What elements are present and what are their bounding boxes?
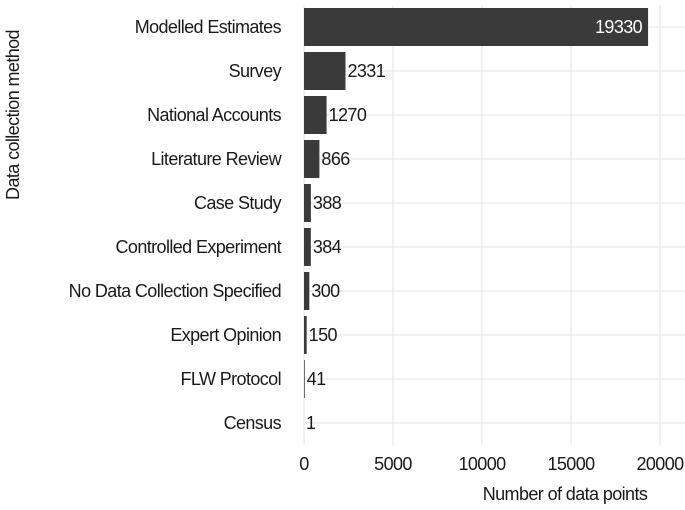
value-label: 300 bbox=[311, 281, 340, 301]
y-tick-label: Expert Opinion bbox=[170, 325, 281, 345]
bar bbox=[304, 184, 311, 222]
value-label: 19330 bbox=[595, 17, 643, 37]
y-tick-label: Modelled Estimates bbox=[135, 17, 282, 37]
y-tick-label: Literature Review bbox=[151, 149, 282, 169]
y-tick-label: Case Study bbox=[194, 193, 282, 213]
value-label: 384 bbox=[313, 237, 342, 257]
y-tick-label: Controlled Experiment bbox=[116, 237, 282, 257]
value-label: 1 bbox=[306, 413, 316, 433]
value-label: 150 bbox=[309, 325, 338, 345]
value-label: 388 bbox=[313, 193, 342, 213]
y-tick-label: National Accounts bbox=[147, 105, 281, 125]
y-tick-label: No Data Collection Specified bbox=[69, 281, 281, 301]
value-label: 41 bbox=[307, 369, 326, 389]
x-tick-label: 15000 bbox=[547, 454, 595, 474]
x-axis-title: Number of data points bbox=[483, 484, 648, 504]
bar bbox=[304, 140, 320, 178]
y-tick-label: Census bbox=[224, 413, 282, 433]
bar bbox=[304, 8, 649, 46]
x-tick-label: 0 bbox=[299, 454, 309, 474]
x-tick-label: 5000 bbox=[374, 454, 412, 474]
bar bbox=[304, 52, 346, 90]
y-axis-title: Data collection method bbox=[3, 30, 23, 200]
value-label: 866 bbox=[321, 149, 350, 169]
y-tick-label: FLW Protocol bbox=[181, 369, 282, 389]
y-tick-label: Survey bbox=[229, 61, 282, 81]
bar bbox=[304, 360, 305, 398]
bar bbox=[304, 96, 327, 134]
value-label: 1270 bbox=[329, 105, 367, 125]
bar bbox=[304, 228, 311, 266]
x-tick-label: 10000 bbox=[458, 454, 506, 474]
x-tick-label: 20000 bbox=[636, 454, 684, 474]
bar bbox=[304, 316, 307, 354]
value-label: 2331 bbox=[347, 61, 385, 81]
bar bbox=[304, 272, 310, 310]
